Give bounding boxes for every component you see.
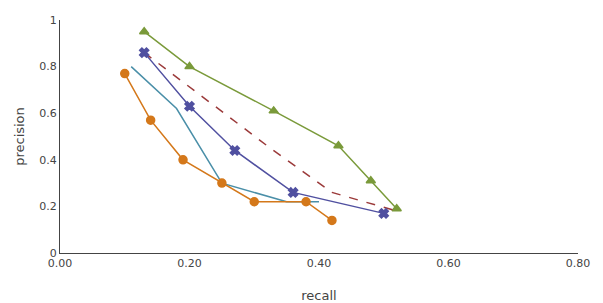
svg-text:0.6: 0.6 — [39, 107, 57, 120]
svg-text:0.80: 0.80 — [566, 257, 591, 270]
svg-text:0: 0 — [50, 247, 57, 260]
svg-text:1: 1 — [50, 14, 57, 27]
svg-text:0.60: 0.60 — [436, 257, 461, 270]
svg-text:precision: precision — [12, 107, 27, 166]
svg-text:0.00: 0.00 — [48, 257, 73, 270]
svg-text:0.8: 0.8 — [39, 60, 57, 73]
svg-text:0.20: 0.20 — [177, 257, 202, 270]
svg-text:0.40: 0.40 — [307, 257, 332, 270]
svg-text:0.2: 0.2 — [39, 200, 57, 213]
svg-text:recall: recall — [301, 288, 336, 303]
svg-text:0.4: 0.4 — [39, 154, 57, 167]
